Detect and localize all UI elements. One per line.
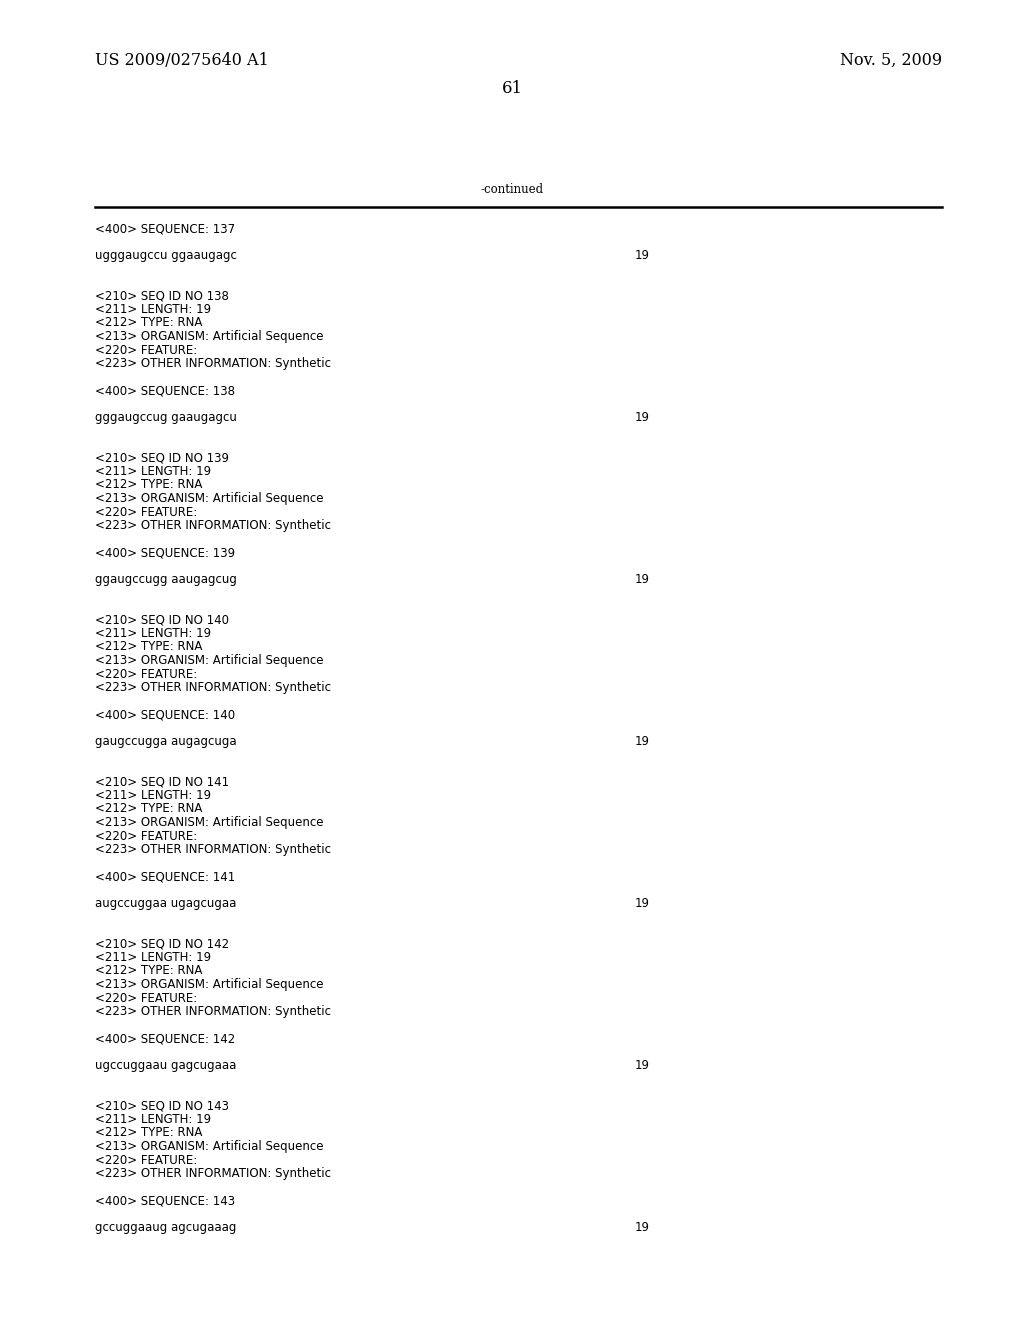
Text: 19: 19 <box>635 898 650 909</box>
Text: -continued: -continued <box>480 183 544 195</box>
Text: <210> SEQ ID NO 141: <210> SEQ ID NO 141 <box>95 776 229 788</box>
Text: <213> ORGANISM: Artificial Sequence: <213> ORGANISM: Artificial Sequence <box>95 653 324 667</box>
Text: <223> OTHER INFORMATION: Synthetic: <223> OTHER INFORMATION: Synthetic <box>95 519 331 532</box>
Text: <213> ORGANISM: Artificial Sequence: <213> ORGANISM: Artificial Sequence <box>95 330 324 343</box>
Text: <220> FEATURE:: <220> FEATURE: <box>95 668 198 681</box>
Text: ggaugccugg aaugagcug: ggaugccugg aaugagcug <box>95 573 238 586</box>
Text: <400> SEQUENCE: 139: <400> SEQUENCE: 139 <box>95 546 236 558</box>
Text: <211> LENGTH: 19: <211> LENGTH: 19 <box>95 1113 211 1126</box>
Text: <223> OTHER INFORMATION: Synthetic: <223> OTHER INFORMATION: Synthetic <box>95 1005 331 1018</box>
Text: 19: 19 <box>635 1221 650 1234</box>
Text: <400> SEQUENCE: 142: <400> SEQUENCE: 142 <box>95 1032 236 1045</box>
Text: <210> SEQ ID NO 138: <210> SEQ ID NO 138 <box>95 289 229 302</box>
Text: <211> LENGTH: 19: <211> LENGTH: 19 <box>95 304 211 315</box>
Text: <210> SEQ ID NO 139: <210> SEQ ID NO 139 <box>95 451 229 465</box>
Text: <212> TYPE: RNA: <212> TYPE: RNA <box>95 1126 203 1139</box>
Text: <213> ORGANISM: Artificial Sequence: <213> ORGANISM: Artificial Sequence <box>95 1140 324 1152</box>
Text: <210> SEQ ID NO 143: <210> SEQ ID NO 143 <box>95 1100 229 1113</box>
Text: augccuggaa ugagcugaa: augccuggaa ugagcugaa <box>95 898 237 909</box>
Text: <223> OTHER INFORMATION: Synthetic: <223> OTHER INFORMATION: Synthetic <box>95 1167 331 1180</box>
Text: <220> FEATURE:: <220> FEATURE: <box>95 991 198 1005</box>
Text: <400> SEQUENCE: 143: <400> SEQUENCE: 143 <box>95 1195 236 1206</box>
Text: <213> ORGANISM: Artificial Sequence: <213> ORGANISM: Artificial Sequence <box>95 978 324 991</box>
Text: <210> SEQ ID NO 140: <210> SEQ ID NO 140 <box>95 614 229 627</box>
Text: <210> SEQ ID NO 142: <210> SEQ ID NO 142 <box>95 937 229 950</box>
Text: <400> SEQUENCE: 141: <400> SEQUENCE: 141 <box>95 870 236 883</box>
Text: <400> SEQUENCE: 138: <400> SEQUENCE: 138 <box>95 384 236 397</box>
Text: <212> TYPE: RNA: <212> TYPE: RNA <box>95 479 203 491</box>
Text: 61: 61 <box>502 81 522 96</box>
Text: <212> TYPE: RNA: <212> TYPE: RNA <box>95 965 203 978</box>
Text: 19: 19 <box>635 735 650 748</box>
Text: 19: 19 <box>635 1059 650 1072</box>
Text: <211> LENGTH: 19: <211> LENGTH: 19 <box>95 465 211 478</box>
Text: Nov. 5, 2009: Nov. 5, 2009 <box>840 51 942 69</box>
Text: gccuggaaug agcugaaag: gccuggaaug agcugaaag <box>95 1221 237 1234</box>
Text: <400> SEQUENCE: 140: <400> SEQUENCE: 140 <box>95 708 236 721</box>
Text: <211> LENGTH: 19: <211> LENGTH: 19 <box>95 627 211 640</box>
Text: <213> ORGANISM: Artificial Sequence: <213> ORGANISM: Artificial Sequence <box>95 492 324 506</box>
Text: US 2009/0275640 A1: US 2009/0275640 A1 <box>95 51 269 69</box>
Text: <211> LENGTH: 19: <211> LENGTH: 19 <box>95 789 211 803</box>
Text: 19: 19 <box>635 249 650 261</box>
Text: <212> TYPE: RNA: <212> TYPE: RNA <box>95 803 203 816</box>
Text: <220> FEATURE:: <220> FEATURE: <box>95 506 198 519</box>
Text: gggaugccug gaaugagcu: gggaugccug gaaugagcu <box>95 411 238 424</box>
Text: <212> TYPE: RNA: <212> TYPE: RNA <box>95 317 203 330</box>
Text: <212> TYPE: RNA: <212> TYPE: RNA <box>95 640 203 653</box>
Text: 19: 19 <box>635 573 650 586</box>
Text: <220> FEATURE:: <220> FEATURE: <box>95 1154 198 1167</box>
Text: <400> SEQUENCE: 137: <400> SEQUENCE: 137 <box>95 222 236 235</box>
Text: gaugccugga augagcuga: gaugccugga augagcuga <box>95 735 237 748</box>
Text: <220> FEATURE:: <220> FEATURE: <box>95 343 198 356</box>
Text: <223> OTHER INFORMATION: Synthetic: <223> OTHER INFORMATION: Synthetic <box>95 356 331 370</box>
Text: ugccuggaau gagcugaaa: ugccuggaau gagcugaaa <box>95 1059 237 1072</box>
Text: <211> LENGTH: 19: <211> LENGTH: 19 <box>95 950 211 964</box>
Text: ugggaugccu ggaaugagc: ugggaugccu ggaaugagc <box>95 249 238 261</box>
Text: <223> OTHER INFORMATION: Synthetic: <223> OTHER INFORMATION: Synthetic <box>95 681 331 694</box>
Text: 19: 19 <box>635 411 650 424</box>
Text: <223> OTHER INFORMATION: Synthetic: <223> OTHER INFORMATION: Synthetic <box>95 843 331 855</box>
Text: <220> FEATURE:: <220> FEATURE: <box>95 829 198 842</box>
Text: <213> ORGANISM: Artificial Sequence: <213> ORGANISM: Artificial Sequence <box>95 816 324 829</box>
